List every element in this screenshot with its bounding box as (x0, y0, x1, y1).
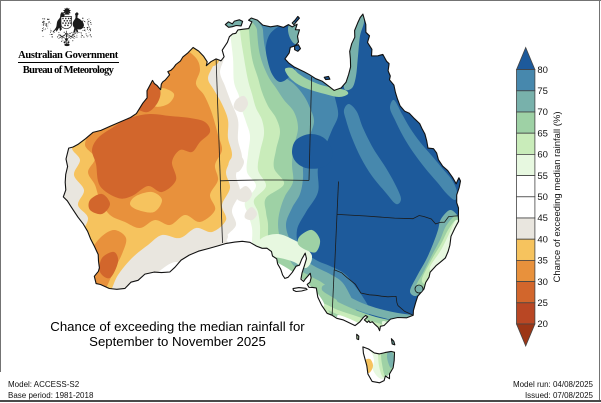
svg-text:65: 65 (537, 128, 548, 139)
svg-text:30: 30 (537, 277, 548, 288)
svg-text:Chance of exceeding median rai: Chance of exceeding median rainfall (%) (552, 111, 563, 282)
svg-text:20: 20 (537, 319, 548, 330)
svg-text:35: 35 (537, 256, 548, 267)
svg-text:75: 75 (537, 86, 548, 97)
svg-text:40: 40 (537, 234, 548, 245)
svg-text:50: 50 (537, 192, 548, 203)
svg-text:55: 55 (537, 171, 548, 182)
svg-text:25: 25 (537, 298, 548, 309)
svg-text:80: 80 (537, 65, 548, 76)
svg-text:70: 70 (537, 107, 548, 118)
svg-text:45: 45 (537, 213, 548, 224)
svg-text:60: 60 (537, 150, 548, 161)
